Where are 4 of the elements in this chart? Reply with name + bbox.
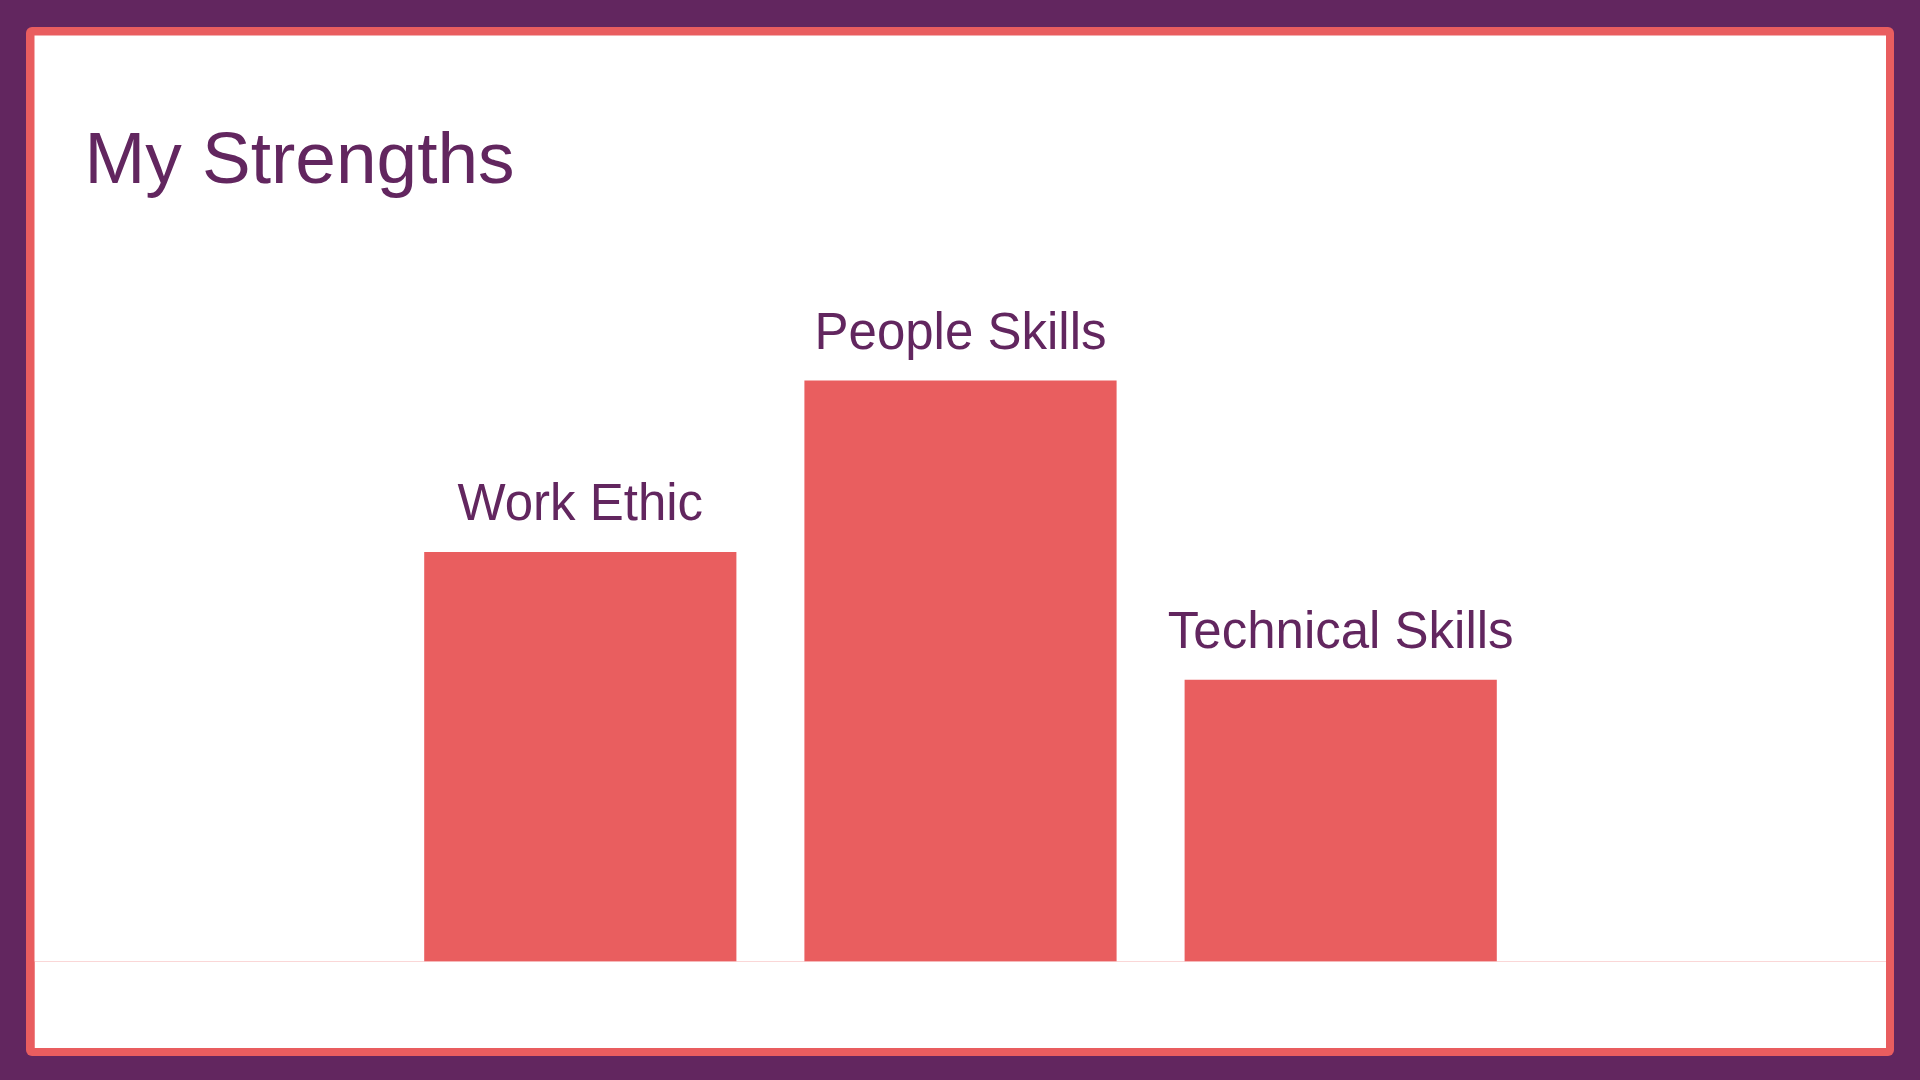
chart-title: My Strengths xyxy=(84,117,515,198)
x-tick-label: People Skills xyxy=(814,303,1107,360)
x-tick-label: Technical Skills xyxy=(1167,602,1514,660)
x-tick-label: Work Ethic xyxy=(457,474,704,532)
